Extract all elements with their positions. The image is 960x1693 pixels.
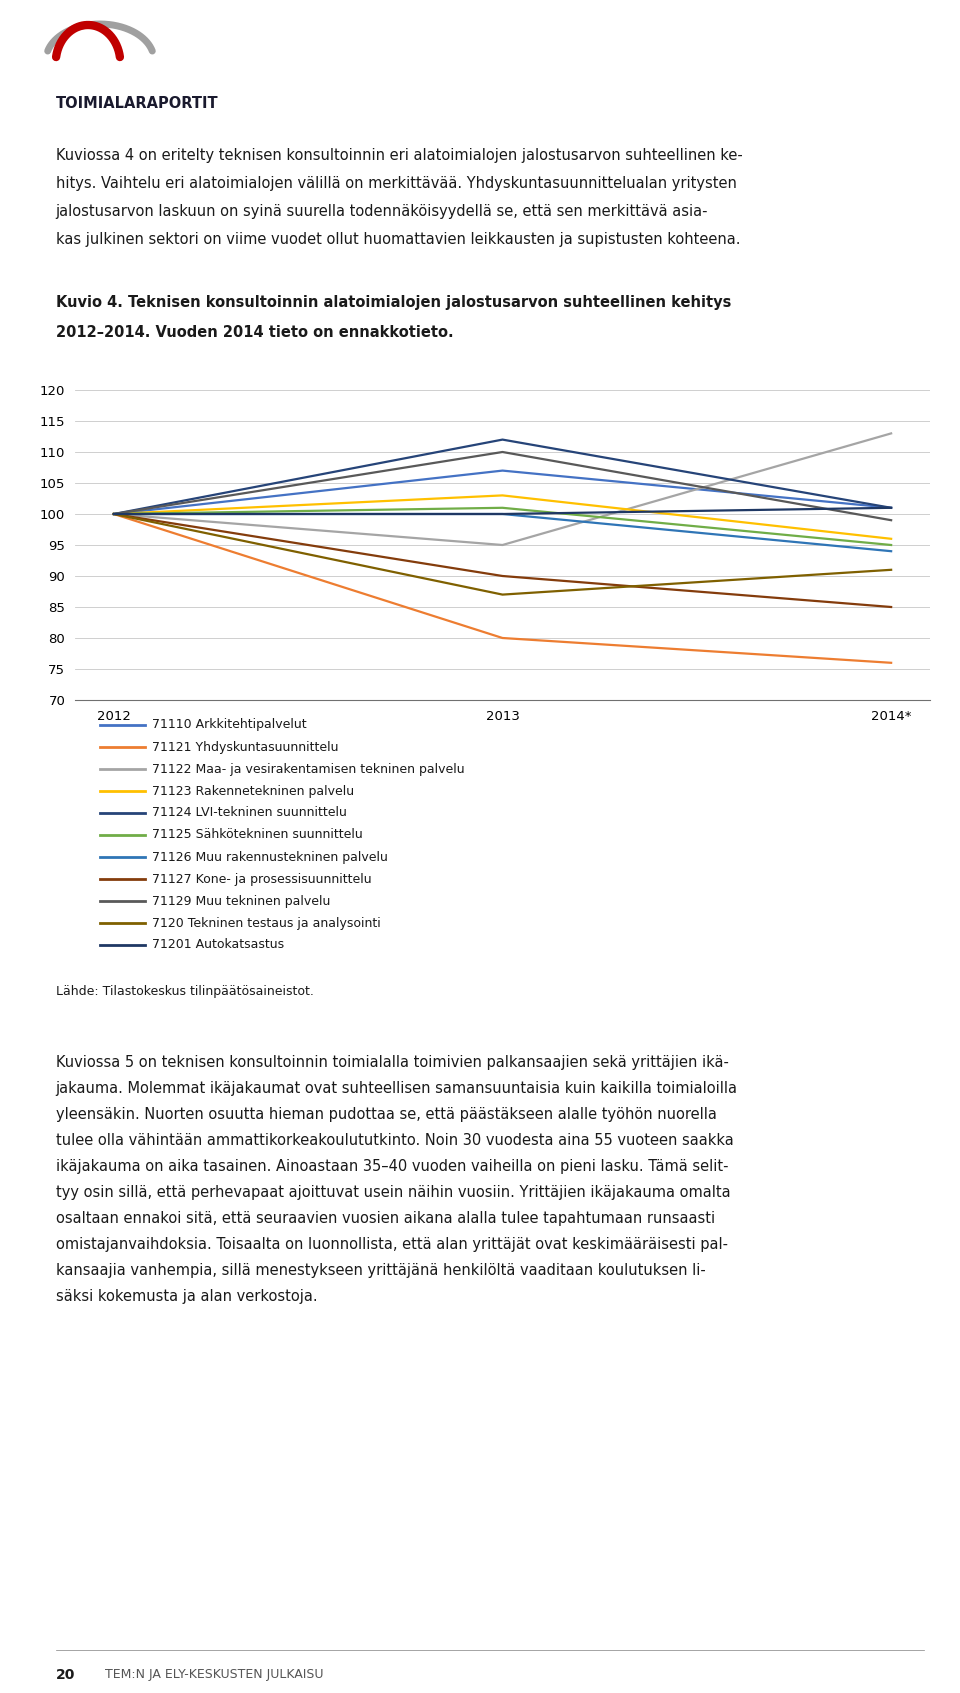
Text: tyy osin sillä, että perhevapaat ajoittuvat usein näihin vuosiin. Yrittäjien ikä: tyy osin sillä, että perhevapaat ajoittu… (56, 1185, 731, 1200)
Text: 71125 Sähkötekninen suunnittelu: 71125 Sähkötekninen suunnittelu (152, 828, 363, 841)
Text: 71121 Yhdyskuntasuunnittelu: 71121 Yhdyskuntasuunnittelu (152, 740, 339, 753)
Text: 71129 Muu tekninen palvelu: 71129 Muu tekninen palvelu (152, 894, 330, 907)
Text: kas julkinen sektori on viime vuodet ollut huomattavien leikkausten ja supistust: kas julkinen sektori on viime vuodet oll… (56, 232, 740, 247)
Text: jakauma. Molemmat ikäjakaumat ovat suhteellisen samansuuntaisia kuin kaikilla to: jakauma. Molemmat ikäjakaumat ovat suhte… (56, 1082, 737, 1095)
Text: 2012–2014. Vuoden 2014 tieto on ennakkotieto.: 2012–2014. Vuoden 2014 tieto on ennakkot… (56, 325, 453, 340)
Text: 71126 Muu rakennustekninen palvelu: 71126 Muu rakennustekninen palvelu (152, 850, 388, 863)
Text: 71110 Arkkitehtipalvelut: 71110 Arkkitehtipalvelut (152, 718, 306, 731)
Text: 71123 Rakennetekninen palvelu: 71123 Rakennetekninen palvelu (152, 784, 354, 797)
Text: 71122 Maa- ja vesirakentamisen tekninen palvelu: 71122 Maa- ja vesirakentamisen tekninen … (152, 762, 465, 775)
Text: osaltaan ennakoi sitä, että seuraavien vuosien aikana alalla tulee tapahtumaan r: osaltaan ennakoi sitä, että seuraavien v… (56, 1210, 715, 1226)
Text: kansaajia vanhempia, sillä menestykseen yrittäjänä henkilöltä vaaditaan koulutuk: kansaajia vanhempia, sillä menestykseen … (56, 1263, 706, 1278)
Text: hitys. Vaihtelu eri alatoimialojen välillä on merkittävää. Yhdyskuntasuunnittelu: hitys. Vaihtelu eri alatoimialojen välil… (56, 176, 736, 191)
Text: 71124 LVI-tekninen suunnittelu: 71124 LVI-tekninen suunnittelu (152, 806, 347, 819)
Text: ikäjakauma on aika tasainen. Ainoastaan 35–40 vuoden vaiheilla on pieni lasku. T: ikäjakauma on aika tasainen. Ainoastaan … (56, 1160, 729, 1173)
Text: 7120 Tekninen testaus ja analysointi: 7120 Tekninen testaus ja analysointi (152, 916, 381, 929)
Text: TOIMIALARAPORTIT: TOIMIALARAPORTIT (56, 97, 218, 112)
Text: omistajanvaihdoksia. Toisaalta on luonnollista, että alan yrittäjät ovat keskimä: omistajanvaihdoksia. Toisaalta on luonno… (56, 1238, 728, 1253)
Text: yleensäkin. Nuorten osuutta hieman pudottaa se, että päästäkseen alalle työhön n: yleensäkin. Nuorten osuutta hieman pudot… (56, 1107, 716, 1122)
Text: Kuvio 4. Teknisen konsultoinnin alatoimialojen jalostusarvon suhteellinen kehity: Kuvio 4. Teknisen konsultoinnin alatoimi… (56, 295, 732, 310)
Text: Kuviossa 5 on teknisen konsultoinnin toimialalla toimivien palkansaajien sekä yr: Kuviossa 5 on teknisen konsultoinnin toi… (56, 1055, 729, 1070)
Text: Kuviossa 4 on eritelty teknisen konsultoinnin eri alatoimialojen jalostusarvon s: Kuviossa 4 on eritelty teknisen konsulto… (56, 147, 742, 163)
Text: jalostusarvon laskuun on syinä suurella todennäköisyydellä se, että sen merkittä: jalostusarvon laskuun on syinä suurella … (56, 203, 708, 218)
Text: 71201 Autokatsastus: 71201 Autokatsastus (152, 938, 284, 951)
Text: säksi kokemusta ja alan verkostoja.: säksi kokemusta ja alan verkostoja. (56, 1288, 318, 1304)
Text: tulee olla vähintään ammattikorkeakoulututkinto. Noin 30 vuodesta aina 55 vuotee: tulee olla vähintään ammattikorkeakoulut… (56, 1133, 733, 1148)
Text: Lähde: Tilastokeskus tilinpäätösaineistot.: Lähde: Tilastokeskus tilinpäätösaineisto… (56, 985, 314, 997)
Text: TEM:N JA ELY-KESKUSTEN JULKAISU: TEM:N JA ELY-KESKUSTEN JULKAISU (105, 1668, 324, 1681)
Text: 20: 20 (56, 1668, 75, 1683)
Text: 71127 Kone- ja prosessisuunnittelu: 71127 Kone- ja prosessisuunnittelu (152, 872, 372, 885)
